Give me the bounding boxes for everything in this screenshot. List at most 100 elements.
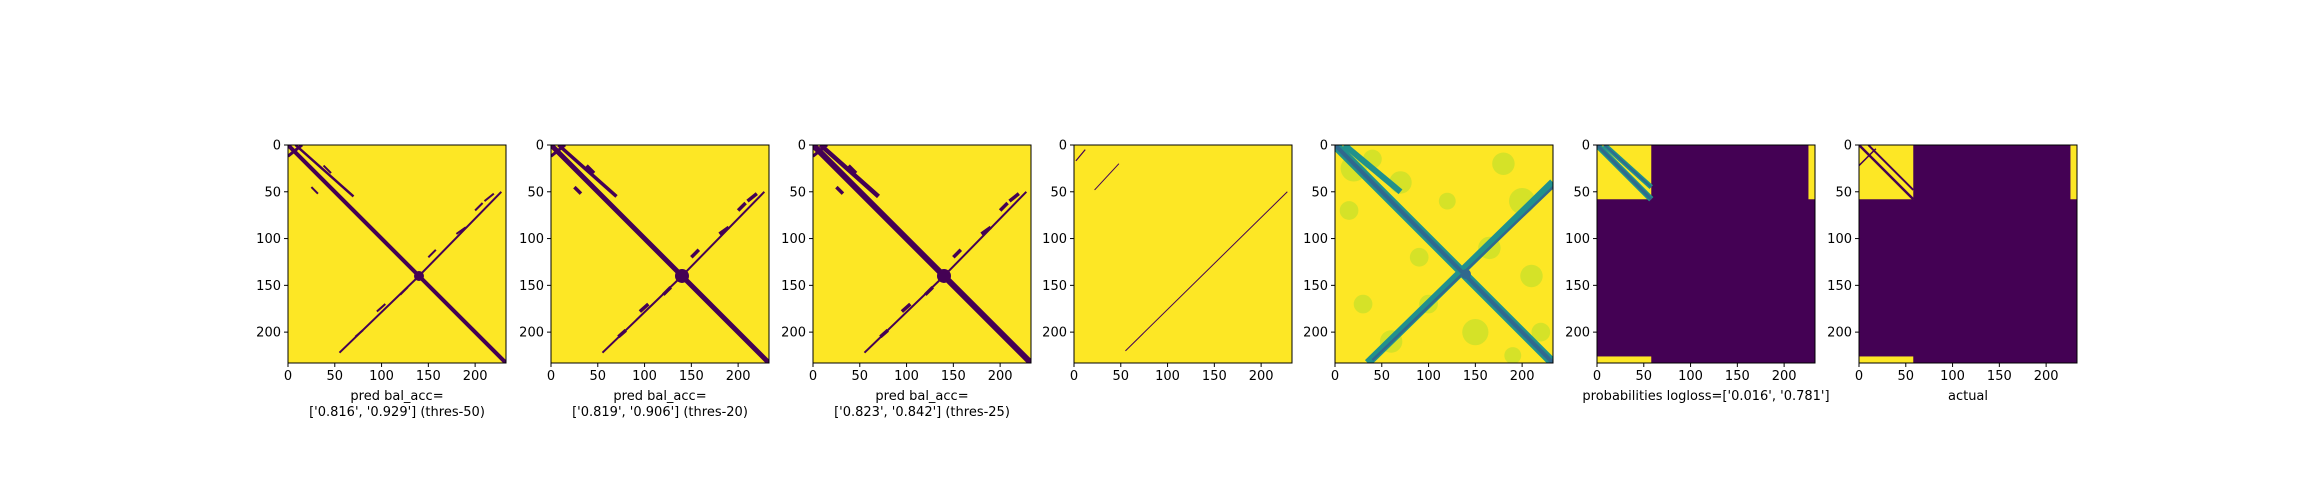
- y-tick-label: 150: [1303, 279, 1328, 294]
- anti-diagonal-upper: [418, 191, 503, 277]
- main-diagonal: [551, 145, 769, 363]
- heatmap-background: [1074, 145, 1292, 363]
- heatmap-image: [1335, 145, 1553, 363]
- off-diagonal: [1859, 148, 1877, 167]
- y-tick-label: 0: [273, 139, 281, 154]
- contact-fragment: [900, 302, 912, 313]
- x-tick-label: 0: [284, 369, 292, 384]
- contact-fragment: [354, 329, 364, 338]
- contact-band: [1342, 145, 1403, 195]
- x-tick-label: 100: [632, 369, 657, 384]
- x-tick-label: 200: [726, 369, 751, 384]
- x-tick-label: 0: [809, 369, 817, 384]
- contact-fragment: [952, 248, 963, 259]
- active-strip-bottom: [1597, 356, 1652, 363]
- off-diagonal: [557, 145, 618, 198]
- y-tick-label: 100: [1565, 232, 1590, 247]
- contact-fragment: [980, 225, 992, 236]
- x-tick-label: 100: [369, 369, 394, 384]
- x-tick-label: 50: [852, 369, 869, 384]
- y-tick-label: 0: [798, 139, 806, 154]
- contact-fragment: [835, 185, 845, 195]
- x-tick-label: 50: [590, 369, 607, 384]
- y-tick-label: 200: [256, 326, 281, 341]
- crossing-blob: [674, 268, 689, 283]
- probability-blob: [1462, 319, 1489, 346]
- main-diagonal: [1335, 145, 1553, 363]
- y-tick-label: 100: [519, 232, 544, 247]
- crossing-blob: [936, 268, 951, 283]
- y-tick-label: 200: [1303, 326, 1328, 341]
- x-tick-label: 50: [1113, 369, 1130, 384]
- probability-blob: [1409, 247, 1429, 267]
- heatmap-panel-3: 0 50 100 150 200 0 50 100 150 200 pred bal_acc=['0…: [781, 139, 1032, 420]
- off-diagonal: [1094, 163, 1120, 191]
- contact-fragment: [455, 226, 467, 235]
- main-diagonal: [288, 145, 506, 363]
- contact-fragment: [436, 293, 446, 303]
- contact-fragment: [322, 164, 332, 174]
- contact-fragment: [573, 185, 583, 195]
- x-tick-label: 50: [327, 369, 344, 384]
- x-tick-label: 200: [1249, 369, 1274, 384]
- contact-fragment: [998, 201, 1009, 212]
- axes-frame: [1073, 144, 1293, 364]
- probability-blob: [1438, 192, 1456, 210]
- y-tick-label: 50: [527, 185, 544, 200]
- contact-fragment: [746, 192, 758, 203]
- axes-frame: [550, 144, 770, 364]
- contact-fragment: [718, 225, 730, 236]
- x-tick-label: 150: [1725, 369, 1750, 384]
- crossing-blob: [413, 270, 424, 281]
- active-strip-right: [1808, 145, 1815, 200]
- panel-caption: actual: [1948, 389, 1988, 404]
- x-tick-label: 100: [1416, 369, 1441, 384]
- contact-fragment: [690, 248, 701, 259]
- contact-fragment: [924, 285, 934, 296]
- contact-fragment: [399, 286, 409, 296]
- x-tick-label: 100: [894, 369, 919, 384]
- contact-fragment: [699, 293, 710, 304]
- x-tick-label: 50: [1374, 369, 1391, 384]
- heatmap-image: [813, 145, 1031, 363]
- contact-fragment: [376, 303, 386, 313]
- y-tick-label: 200: [781, 326, 806, 341]
- y-tick-label: 0: [1059, 139, 1067, 154]
- off-diagonal: [818, 145, 880, 199]
- active-strip-bottom: [1859, 356, 1914, 363]
- panel-caption: pred bal_acc=: [613, 389, 706, 404]
- y-tick-label: 100: [1042, 232, 1067, 247]
- y-tick-label: 150: [519, 279, 544, 294]
- x-tick-label: 50: [1636, 369, 1653, 384]
- x-tick-label: 50: [1898, 369, 1915, 384]
- y-tick-label: 200: [1565, 326, 1590, 341]
- x-tick-label: 0: [1070, 369, 1078, 384]
- y-tick-label: 0: [1320, 139, 1328, 154]
- x-tick-label: 150: [941, 369, 966, 384]
- main-diagonal: [1859, 145, 1915, 201]
- probability-blob: [1339, 201, 1359, 220]
- y-tick-label: 100: [256, 232, 281, 247]
- y-tick-label: 0: [1582, 139, 1590, 154]
- heatmap-image: [1859, 145, 2077, 363]
- heatmap-panel-6: 0 50 100 150 200 0 50 100 150 200 probabilities lo…: [1565, 139, 1829, 405]
- x-tick-label: 100: [1678, 369, 1703, 384]
- x-tick-label: 0: [1855, 369, 1863, 384]
- y-tick-label: 200: [1042, 326, 1067, 341]
- axes-frame: [812, 144, 1032, 364]
- contact-fragment: [483, 192, 495, 202]
- contact-fragment: [961, 293, 972, 304]
- probability-blob: [1353, 294, 1373, 314]
- y-tick-label: 50: [1050, 185, 1067, 200]
- x-tick-label: 150: [1987, 369, 2012, 384]
- off-diagonal: [1603, 145, 1652, 188]
- contact-fragment: [551, 145, 566, 158]
- contact-fragment: [617, 328, 628, 339]
- y-tick-label: 100: [781, 232, 806, 247]
- contact-fragment: [638, 302, 650, 313]
- x-tick-label: 200: [988, 369, 1013, 384]
- y-tick-label: 0: [1844, 139, 1852, 154]
- active-strip-right: [2070, 145, 2077, 200]
- heatmap-panel-5: 0 50 100 150 200 0 50 100 150 200: [1303, 139, 1554, 384]
- probability-blob: [1492, 152, 1515, 175]
